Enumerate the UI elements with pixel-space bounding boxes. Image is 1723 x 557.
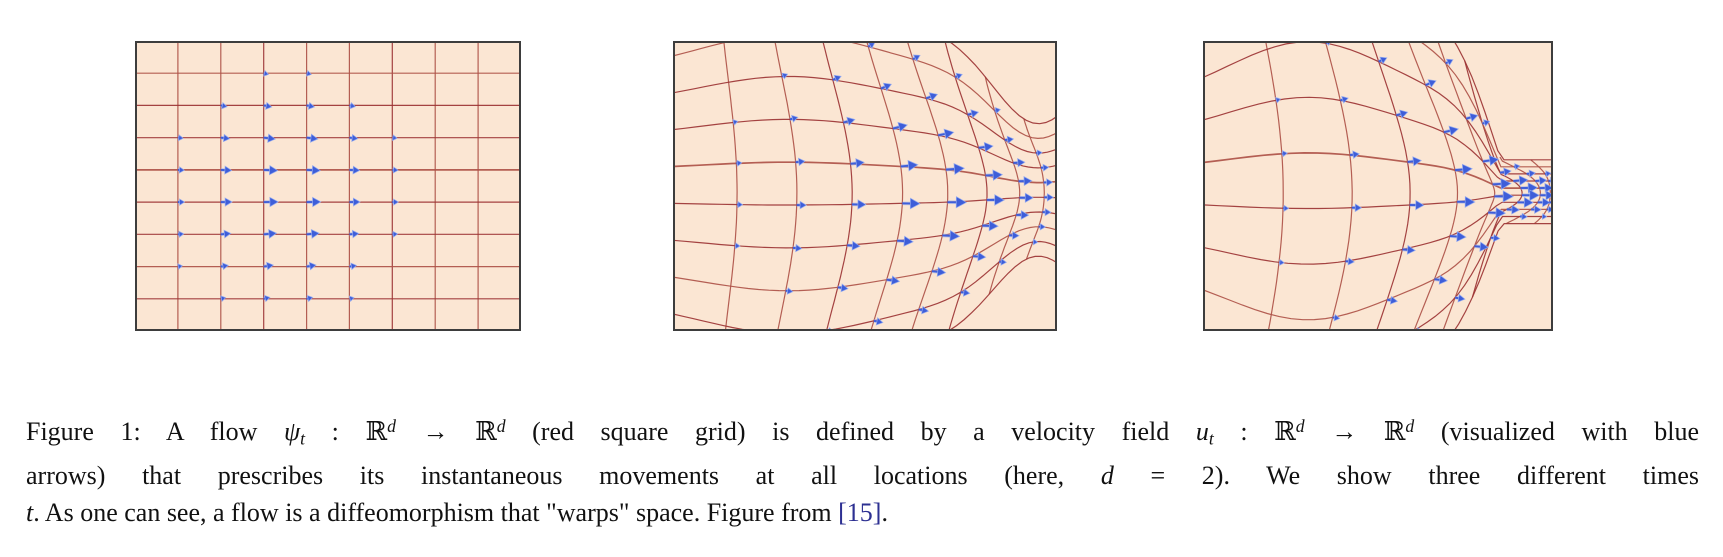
caption-line: Figure 1: A flow ψt : ℝd → ℝd (red squar… — [26, 408, 1699, 457]
caption-text: d — [496, 416, 506, 436]
caption-line: arrows) that prescribes its instantaneou… — [26, 457, 1699, 494]
caption-text: d — [1100, 461, 1114, 491]
caption-text: : — [305, 416, 366, 446]
caption-text: . — [881, 498, 888, 528]
figure-caption: Figure 1: A flow ψt : ℝd → ℝd (red squar… — [26, 408, 1699, 531]
caption-text: ψ — [284, 416, 301, 446]
caption-text: d — [1295, 416, 1305, 436]
caption-text: Figure 1: A flow — [26, 416, 284, 446]
warped-grid-svg — [135, 41, 521, 331]
flow-grid-panel-time1 — [135, 41, 521, 331]
warped-grid-svg — [1203, 41, 1553, 331]
caption-text: ℝ — [1383, 416, 1406, 446]
caption-text: t — [300, 428, 306, 449]
caption-text: d — [387, 416, 396, 436]
caption-text: ℝ — [365, 416, 388, 446]
caption-text: ℝ — [1274, 416, 1296, 446]
caption-text: → — [1304, 416, 1384, 446]
caption-text: ℝ — [475, 416, 497, 446]
caption-text: t — [1208, 428, 1214, 449]
flow-grid-panel-time3 — [1203, 41, 1553, 331]
citation-link[interactable]: [15] — [838, 498, 882, 528]
caption-text: : — [1213, 416, 1275, 446]
caption-text: t — [26, 498, 34, 528]
caption-text: u — [1195, 416, 1209, 446]
flow-grid-panel-time2 — [673, 41, 1057, 331]
caption-text: d — [1405, 416, 1415, 436]
caption-text: arrows) that prescribes its instantaneou… — [26, 461, 1101, 491]
warped-grid-svg — [673, 41, 1057, 331]
caption-text: → — [395, 416, 476, 446]
caption-text: (visualized with blue — [1414, 416, 1700, 446]
caption-text: (red square grid) is defined by a veloci… — [505, 416, 1196, 446]
caption-text: . As one can see, a flow is a diffeomorp… — [33, 498, 839, 528]
caption-text: = 2). We show three different times — [1113, 461, 1699, 491]
caption-line: t. As one can see, a flow is a diffeomor… — [26, 494, 1699, 531]
